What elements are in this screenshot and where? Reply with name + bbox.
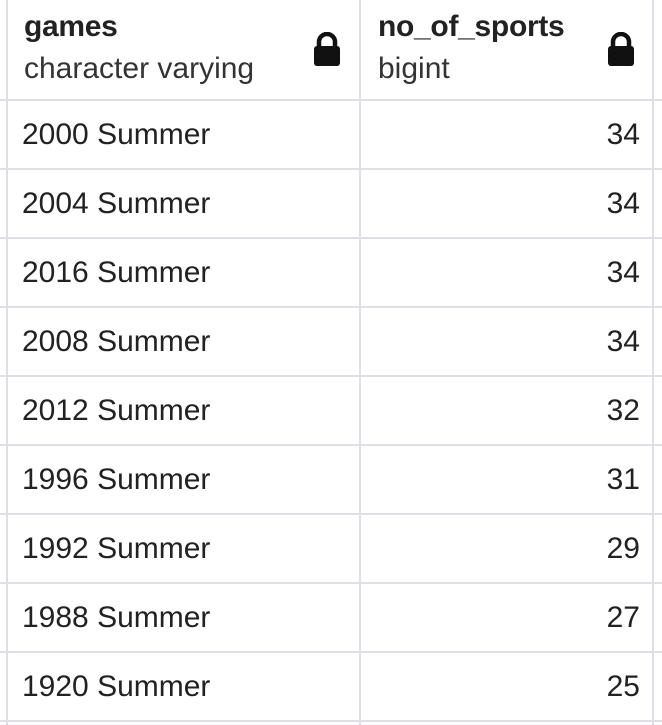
- cell-games[interactable]: 1996 Summer: [22, 463, 211, 496]
- column-name: no_of_sports: [378, 10, 565, 43]
- column-type: character varying: [24, 52, 255, 85]
- table-row[interactable]: 1992 Summer 29: [0, 515, 662, 584]
- table-row[interactable]: 1920 Summer 25: [0, 653, 662, 722]
- cell-no-of-sports[interactable]: 34: [606, 118, 640, 151]
- cell-no-of-sports[interactable]: 29: [606, 532, 640, 565]
- table-row[interactable]: 2004 Summer 34: [0, 170, 662, 239]
- cell-games[interactable]: 1920 Summer: [22, 670, 211, 703]
- grid-divider: [359, 0, 361, 725]
- cell-games[interactable]: 2008 Summer: [22, 325, 211, 358]
- cell-no-of-sports[interactable]: 27: [606, 601, 640, 634]
- grid-header-row: games character varying no_of_sports big…: [0, 0, 662, 101]
- table-row[interactable]: 1996 Summer 31: [0, 446, 662, 515]
- cell-no-of-sports[interactable]: 31: [606, 463, 640, 496]
- table-row[interactable]: 2012 Summer 32: [0, 377, 662, 446]
- cell-no-of-sports[interactable]: 32: [606, 394, 640, 427]
- cell-no-of-sports[interactable]: 34: [606, 256, 640, 289]
- column-header-games[interactable]: games character varying: [8, 0, 360, 99]
- table-row[interactable]: 2016 Summer 34: [0, 239, 662, 308]
- cell-games[interactable]: 2004 Summer: [22, 187, 211, 220]
- cell-games[interactable]: 1992 Summer: [22, 532, 211, 565]
- cell-games[interactable]: 1988 Summer: [22, 601, 211, 634]
- cell-games[interactable]: 2000 Summer: [22, 118, 211, 151]
- lock-icon: [314, 32, 340, 66]
- lock-icon: [608, 32, 634, 66]
- table-row[interactable]: 1988 Summer 27: [0, 584, 662, 653]
- grid-divider: [6, 0, 8, 725]
- table-row[interactable]: 2008 Summer 34: [0, 308, 662, 377]
- cell-games[interactable]: 2016 Summer: [22, 256, 211, 289]
- column-header-no-of-sports[interactable]: no_of_sports bigint: [362, 0, 652, 99]
- column-name: games: [24, 10, 118, 43]
- cell-games[interactable]: 2012 Summer: [22, 394, 211, 427]
- grid-divider: [652, 0, 654, 725]
- cell-no-of-sports[interactable]: 34: [606, 187, 640, 220]
- column-type: bigint: [378, 52, 450, 85]
- cell-no-of-sports[interactable]: 25: [606, 670, 640, 703]
- table-row[interactable]: 2000 Summer 34: [0, 101, 662, 170]
- cell-no-of-sports[interactable]: 34: [606, 325, 640, 358]
